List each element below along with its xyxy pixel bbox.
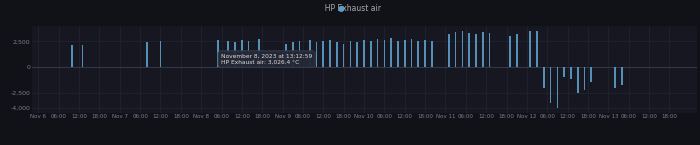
Bar — [621, 67, 623, 85]
Bar — [431, 41, 433, 67]
Bar — [146, 42, 148, 67]
Bar — [292, 42, 293, 67]
Bar — [550, 67, 552, 103]
Bar — [509, 36, 511, 67]
Bar — [475, 34, 477, 67]
Bar — [455, 32, 456, 67]
Bar — [363, 40, 365, 67]
Bar — [482, 32, 484, 67]
Bar — [336, 42, 337, 67]
Bar — [529, 31, 531, 67]
Bar — [424, 40, 426, 67]
Bar — [285, 44, 287, 67]
Bar — [349, 41, 351, 67]
Bar — [160, 41, 161, 67]
Bar — [228, 41, 229, 67]
Bar — [377, 39, 379, 67]
Bar — [461, 31, 463, 67]
Bar — [397, 41, 399, 67]
Bar — [384, 40, 385, 67]
Bar — [591, 67, 592, 82]
Text: November 8, 2023 at 13:12:59
HP Exhaust air: 3,026.4 °C: November 8, 2023 at 13:12:59 HP Exhaust … — [221, 54, 312, 65]
Title: ● HP Exhaust air: ● HP Exhaust air — [0, 144, 1, 145]
Bar — [309, 40, 311, 67]
Bar — [448, 34, 449, 67]
Bar — [343, 44, 344, 67]
Bar — [570, 67, 572, 79]
Bar — [411, 39, 412, 67]
Bar — [489, 33, 491, 67]
Bar — [323, 41, 324, 67]
Bar — [391, 38, 392, 67]
Bar — [329, 40, 331, 67]
Bar — [258, 39, 260, 67]
Bar — [248, 41, 249, 67]
Bar — [564, 67, 565, 77]
Bar — [217, 40, 219, 67]
Bar — [536, 31, 538, 67]
Bar — [316, 42, 317, 67]
Bar — [614, 67, 616, 88]
Bar — [417, 41, 419, 67]
Bar — [468, 33, 470, 67]
Bar — [71, 45, 73, 67]
Bar — [299, 41, 300, 67]
Bar — [584, 67, 585, 90]
Bar — [370, 41, 372, 67]
Bar — [577, 67, 579, 93]
Bar — [556, 67, 558, 108]
Bar — [404, 40, 405, 67]
Text: HP Exhaust air: HP Exhaust air — [319, 4, 381, 13]
Bar — [81, 45, 83, 67]
Bar — [234, 42, 236, 67]
Text: ●: ● — [337, 4, 344, 13]
Bar — [516, 34, 517, 67]
Bar — [543, 67, 545, 88]
Bar — [356, 42, 358, 67]
Bar — [241, 40, 243, 67]
